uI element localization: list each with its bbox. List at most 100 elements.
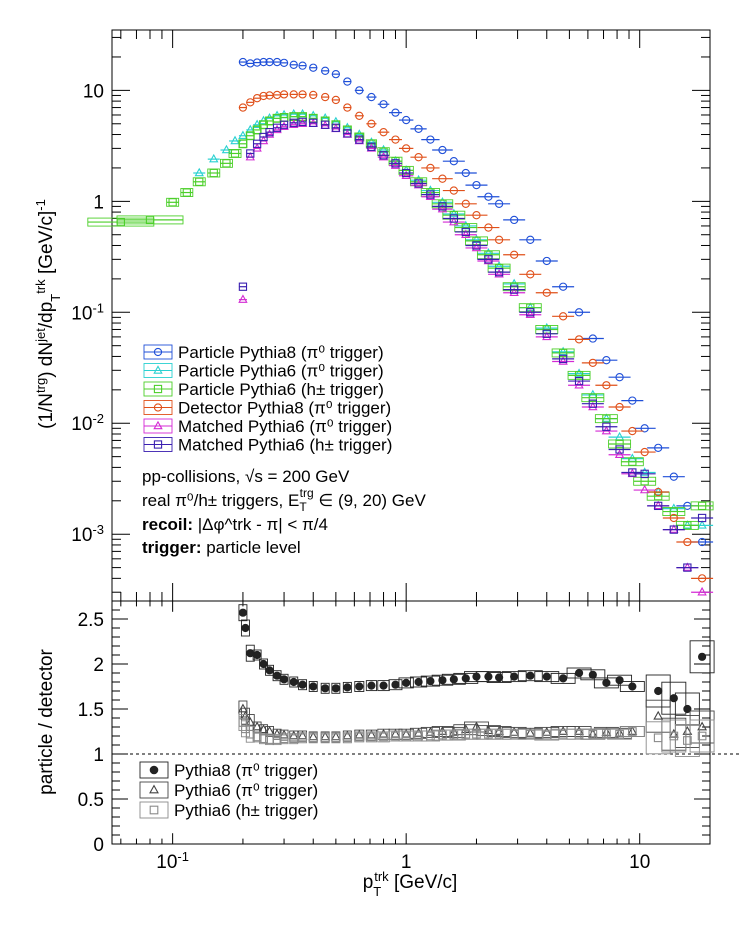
data-point <box>558 282 568 291</box>
data-point <box>425 191 436 200</box>
data-point <box>510 250 519 259</box>
ratio-point <box>279 675 289 684</box>
data-point <box>683 563 692 572</box>
data-point <box>279 58 289 68</box>
data-point <box>289 119 299 128</box>
legend-entry-3: Particle Pythia6 (h± trigger) <box>143 380 384 399</box>
data-point <box>525 309 535 319</box>
ratio-point <box>253 650 262 660</box>
legend-entry-1: Particle Pythia8 (π⁰ trigger) <box>143 343 384 362</box>
ratio-point <box>391 680 400 689</box>
data-point <box>639 467 650 476</box>
legend-entry-4: Detector Pythia8 (π⁰ trigger) <box>143 399 391 418</box>
data-point <box>402 115 411 125</box>
ratio-point <box>241 724 250 734</box>
ratio-point <box>601 726 612 736</box>
data-point <box>238 294 248 303</box>
data-point <box>297 118 308 128</box>
ratio-syst-box <box>566 728 592 740</box>
legend-marker <box>153 365 163 374</box>
data-point <box>558 346 568 356</box>
data-point <box>484 250 493 259</box>
ratio-point <box>588 670 597 679</box>
ratio-point <box>320 731 331 741</box>
data-point <box>238 103 248 112</box>
ratio-point <box>697 721 708 731</box>
ratio-point <box>308 731 319 741</box>
ratio-syst-box <box>661 681 687 715</box>
bottom-legend: Pythia8 (π⁰ trigger)Pythia6 (π⁰ trigger)… <box>139 761 318 820</box>
data-point <box>238 130 248 139</box>
data-point <box>574 335 584 344</box>
ratio-syst-box <box>619 681 645 692</box>
data-point <box>321 120 330 129</box>
ratio-point <box>414 731 423 741</box>
data-point <box>449 157 458 166</box>
data-point <box>669 507 678 516</box>
x-tick-label: 10-1 <box>156 849 189 874</box>
data-point <box>390 160 401 169</box>
data-point <box>298 61 307 70</box>
data-point <box>378 151 389 161</box>
data-point <box>238 282 248 291</box>
data-point <box>391 108 400 117</box>
ratio-syst-box <box>501 671 527 683</box>
bottom-y-tick-label: 1.5 <box>78 700 104 721</box>
data-point <box>472 241 481 250</box>
data-point <box>494 267 504 277</box>
ratio-syst-box <box>354 681 365 692</box>
data-point <box>449 216 459 226</box>
ratio-syst-box <box>689 640 715 674</box>
data-point <box>168 198 177 207</box>
data-point <box>682 562 693 571</box>
bottom-axis-ticks <box>112 600 711 845</box>
ratio-point <box>379 681 388 690</box>
data-point <box>484 223 493 232</box>
top-series-6 <box>238 117 714 572</box>
ratio-point <box>259 659 268 669</box>
data-point <box>472 180 481 190</box>
bottom-series-group <box>238 604 715 757</box>
data-point <box>601 413 612 422</box>
ratio-legend-marker <box>149 765 159 775</box>
ratio-point <box>461 729 471 739</box>
ratio-syst-box <box>365 680 377 692</box>
ratio-point <box>401 728 412 738</box>
legend-marker <box>153 384 163 394</box>
data-point <box>402 168 411 178</box>
ratio-legend-swatch-box <box>139 761 169 779</box>
ratio-point <box>682 725 693 735</box>
data-point <box>471 234 482 244</box>
data-point <box>526 308 535 317</box>
data-point <box>654 487 663 497</box>
data-point <box>697 520 707 529</box>
data-point <box>602 356 611 365</box>
ratio-syst-box <box>388 679 403 691</box>
ratio-legend-entry-1: Pythia8 (π⁰ trigger) <box>139 761 318 780</box>
data-point <box>484 192 493 201</box>
ratio-point <box>614 727 625 737</box>
data-point <box>426 135 435 144</box>
ratio-point <box>401 731 411 741</box>
data-point <box>697 574 707 583</box>
ratio-legend-entry-3: Pythia6 (h± trigger) <box>139 801 318 820</box>
data-point <box>472 211 481 220</box>
data-point <box>246 98 255 107</box>
data-point <box>542 256 551 266</box>
ratio-syst-box <box>354 731 365 743</box>
ratio-point <box>238 718 248 727</box>
data-point <box>602 422 611 431</box>
ratio-syst-box <box>365 731 377 743</box>
data-point <box>588 393 597 402</box>
ratio-point <box>525 727 536 737</box>
data-point <box>588 401 598 411</box>
data-point <box>309 114 318 123</box>
data-point <box>145 215 155 225</box>
data-point <box>195 177 204 186</box>
data-point <box>602 381 611 390</box>
ratio-point <box>414 677 423 687</box>
ratio-point <box>259 734 268 744</box>
data-point <box>222 159 231 168</box>
ratio-point <box>669 694 678 703</box>
